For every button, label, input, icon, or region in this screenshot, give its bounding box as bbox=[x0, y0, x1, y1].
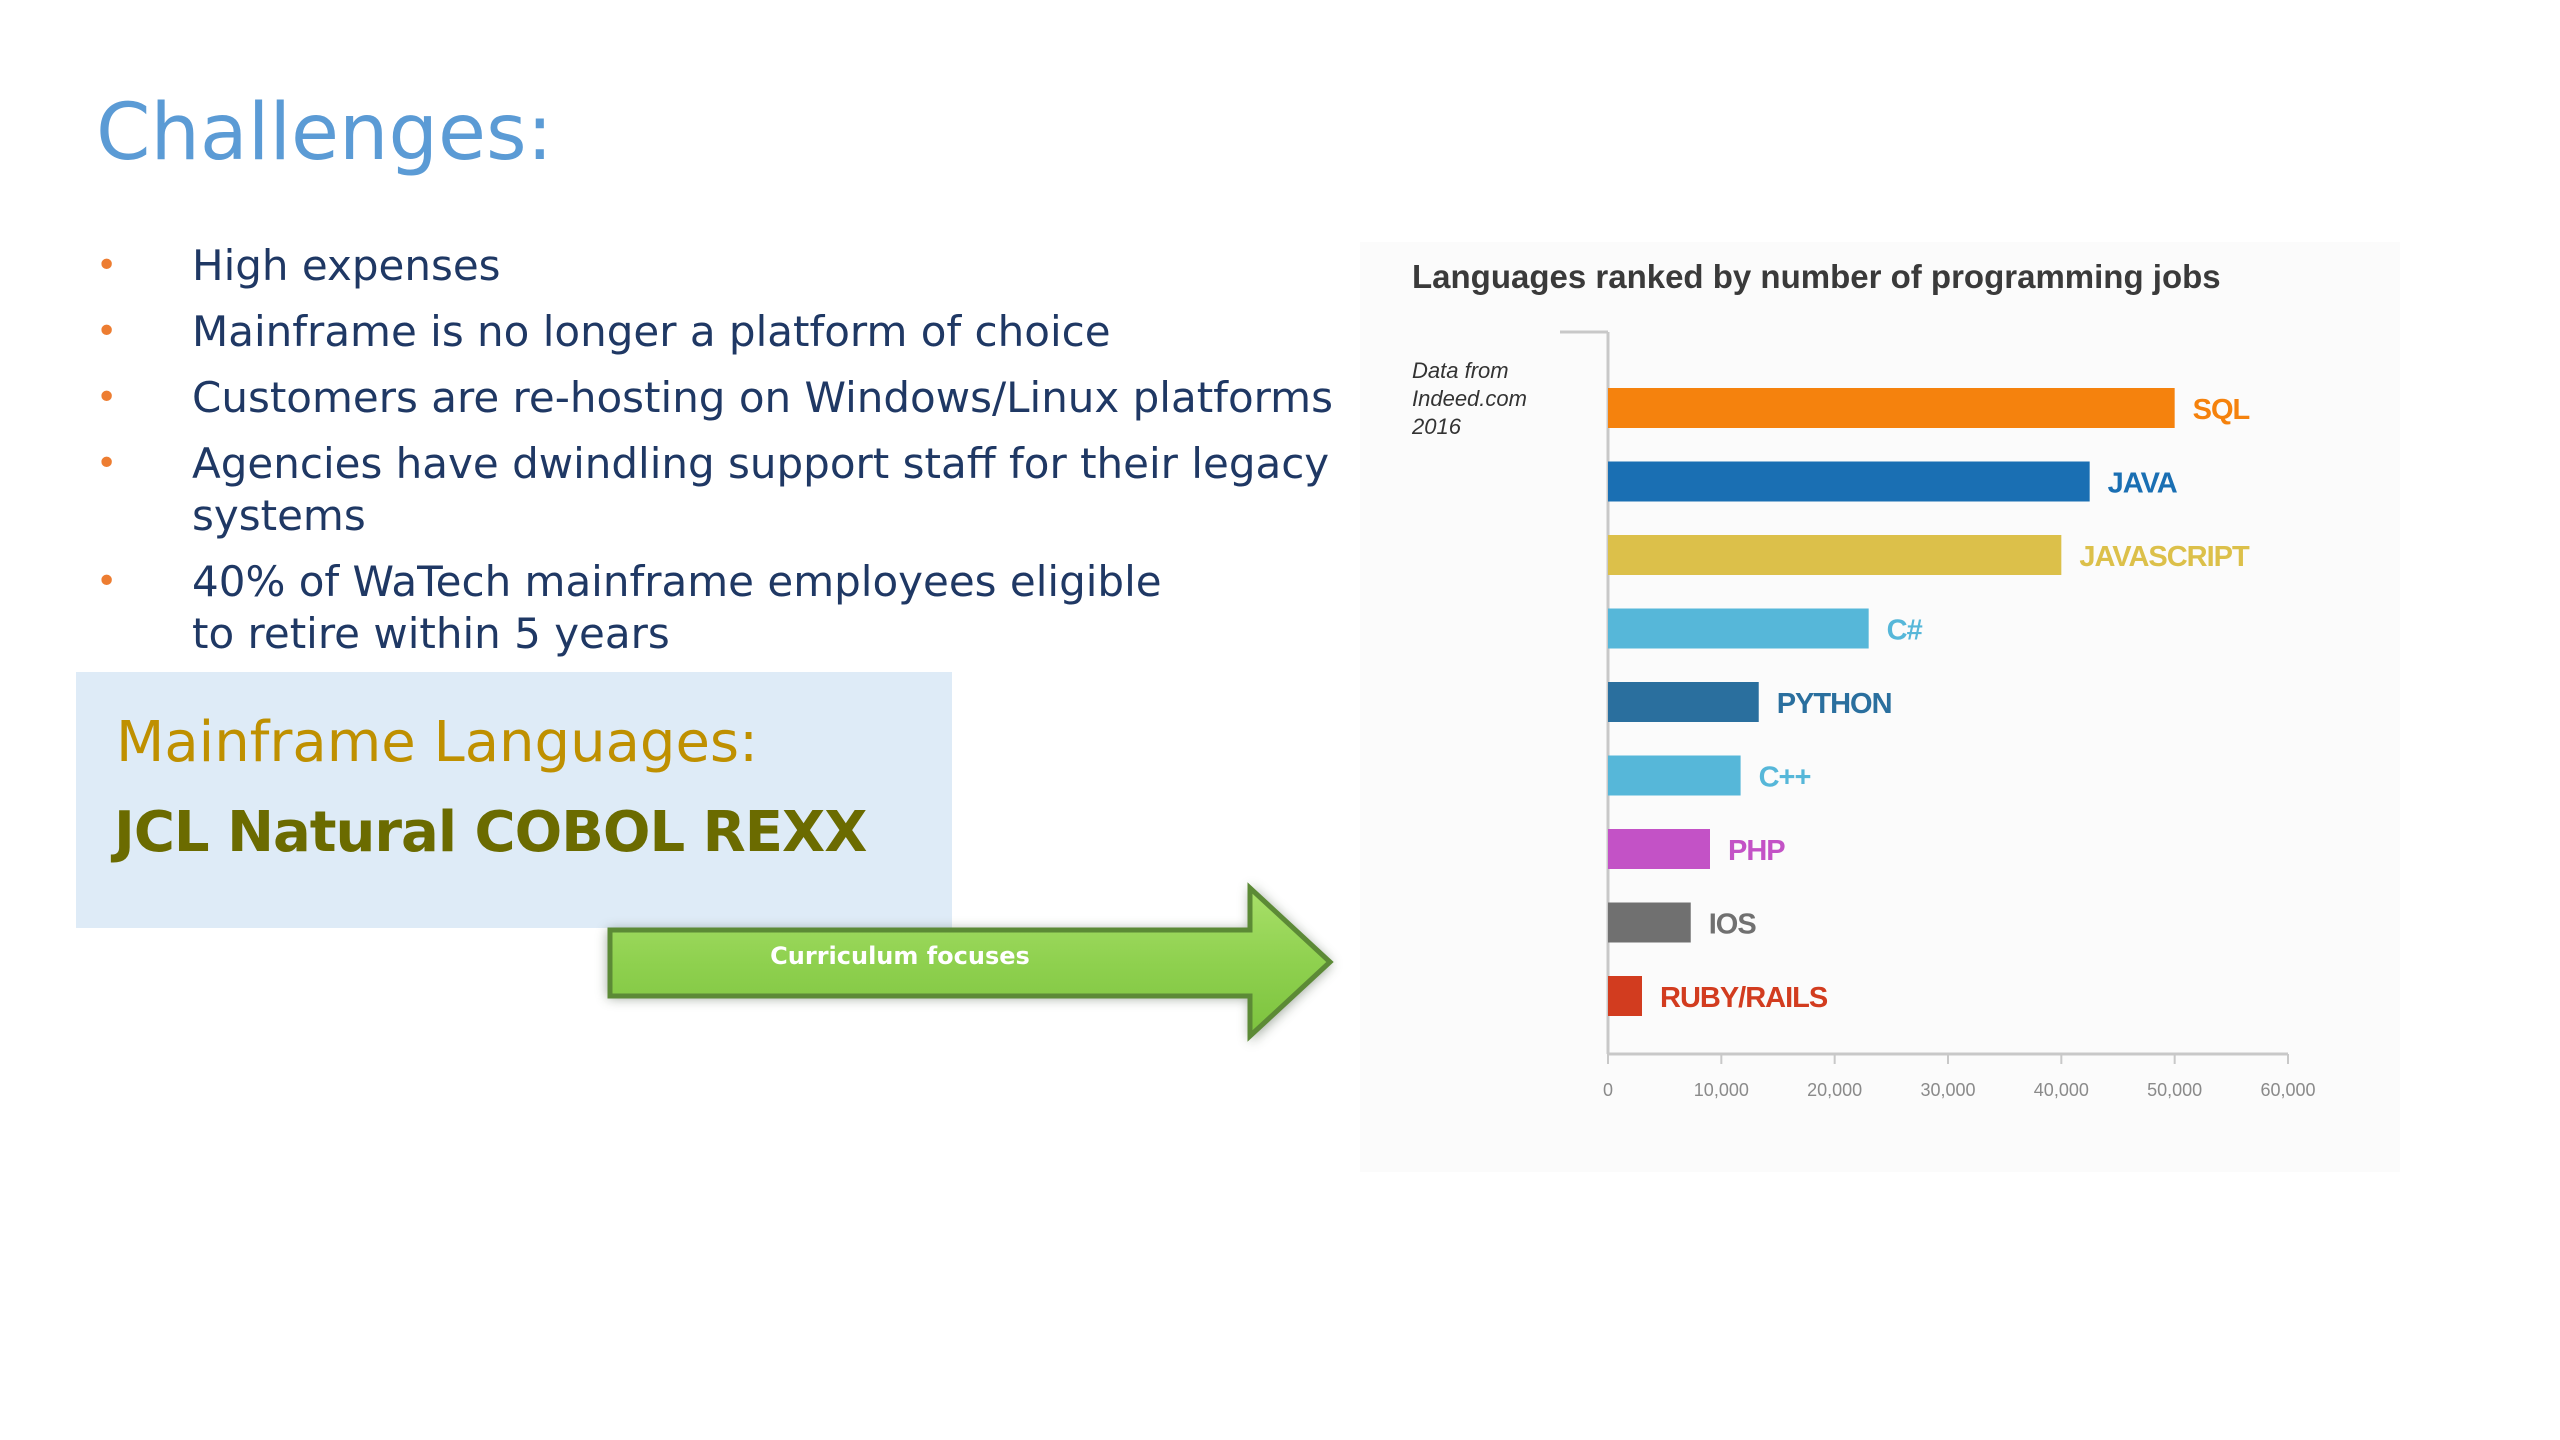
bullet-item: • 40% of WaTech mainframe employees eligi… bbox=[96, 556, 1192, 660]
bar-label: PYTHON bbox=[1777, 688, 1892, 720]
bar-label: JAVASCRIPT bbox=[2079, 541, 2250, 573]
bar-php bbox=[1608, 829, 1710, 869]
bar-ruby-rails bbox=[1608, 976, 1642, 1016]
bullet-dot-icon: • bbox=[96, 311, 118, 352]
chart-source-note: Data from Indeed.com 2016 bbox=[1411, 358, 1527, 439]
x-tick-label: 0 bbox=[1603, 1080, 1613, 1100]
bar-c- bbox=[1608, 608, 1869, 649]
bullet-text: Mainframe is no longer a platform of cho… bbox=[192, 307, 1111, 356]
jobs-bar-chart: Languages ranked by number of programmin… bbox=[1411, 258, 2316, 1100]
arrow-label: Curriculum focuses bbox=[770, 942, 1030, 970]
bar-c- bbox=[1608, 755, 1741, 796]
bar-label: SQL bbox=[2193, 394, 2250, 426]
bar-sql bbox=[1608, 388, 2175, 428]
bar-ios bbox=[1608, 902, 1691, 943]
chart-bars bbox=[1608, 388, 2175, 1016]
jobs-chart-card: Languages ranked by number of programmin… bbox=[1360, 242, 2400, 1172]
arrow-right-icon bbox=[607, 882, 1334, 1042]
bar-label: C++ bbox=[1759, 762, 1811, 794]
bullet-item: • Agencies have dwindling support staff f… bbox=[96, 438, 1496, 542]
x-tick-label: 20,000 bbox=[1807, 1080, 1862, 1100]
bar-python bbox=[1608, 682, 1759, 722]
chart-title: Languages ranked by number of programmin… bbox=[1412, 258, 2221, 295]
bar-label: RUBY/RAILS bbox=[1660, 982, 1828, 1014]
x-tick-label: 30,000 bbox=[1920, 1080, 1975, 1100]
x-tick-label: 10,000 bbox=[1694, 1080, 1749, 1100]
mainframe-languages-box: Mainframe Languages: JCL Natural COBOL R… bbox=[76, 672, 952, 928]
bar-label: IOS bbox=[1709, 909, 1757, 941]
mainframe-languages-title: Mainframe Languages: bbox=[116, 710, 758, 775]
bullet-text: 40% of WaTech mainframe employees eligib… bbox=[192, 557, 1162, 658]
chart-x-ticks: 0 10,000 20,000 30,000 40,000 50,000 60,000 bbox=[1603, 1054, 2316, 1100]
x-tick-label: 60,000 bbox=[2260, 1080, 2315, 1100]
slide-title: Challenges: bbox=[96, 88, 553, 178]
source-note-line: Indeed.com bbox=[1412, 386, 1527, 411]
source-note-line: 2016 bbox=[1411, 414, 1462, 439]
bullet-dot-icon: • bbox=[96, 245, 118, 286]
bullet-text: High expenses bbox=[192, 241, 501, 290]
curriculum-arrow: Curriculum focuses bbox=[590, 872, 1350, 1052]
bullet-item: • Mainframe is no longer a platform of ch… bbox=[96, 306, 1496, 358]
bullet-dot-icon: • bbox=[96, 377, 118, 418]
x-tick-label: 50,000 bbox=[2147, 1080, 2202, 1100]
bar-label: PHP bbox=[1728, 835, 1785, 867]
bar-label: C# bbox=[1887, 615, 1923, 647]
bullet-text: Customers are re-hosting on Windows/Linu… bbox=[192, 373, 1333, 422]
bar-java bbox=[1608, 461, 2090, 502]
chart-bar-labels: SQL JAVA JAVASCRIPT C# PYTHON C++ PHP IOS RUBY/R… bbox=[1660, 394, 2251, 1014]
bullet-item: • High expenses bbox=[96, 240, 1496, 292]
challenges-list: • High expenses • Mainframe is no longer a… bbox=[96, 240, 1496, 674]
bar-javascript bbox=[1608, 535, 2062, 575]
bullet-item: • Customers are re-hosting on Windows/Lin… bbox=[96, 372, 1496, 424]
bullet-dot-icon: • bbox=[96, 561, 118, 602]
bar-label: JAVA bbox=[2108, 468, 2178, 500]
x-tick-label: 40,000 bbox=[2034, 1080, 2089, 1100]
mainframe-languages-list: JCL Natural COBOL REXX bbox=[114, 800, 867, 865]
bullet-dot-icon: • bbox=[96, 443, 118, 484]
bullet-text: Agencies have dwindling support staff fo… bbox=[192, 439, 1330, 540]
source-note-line: Data from bbox=[1412, 358, 1509, 383]
